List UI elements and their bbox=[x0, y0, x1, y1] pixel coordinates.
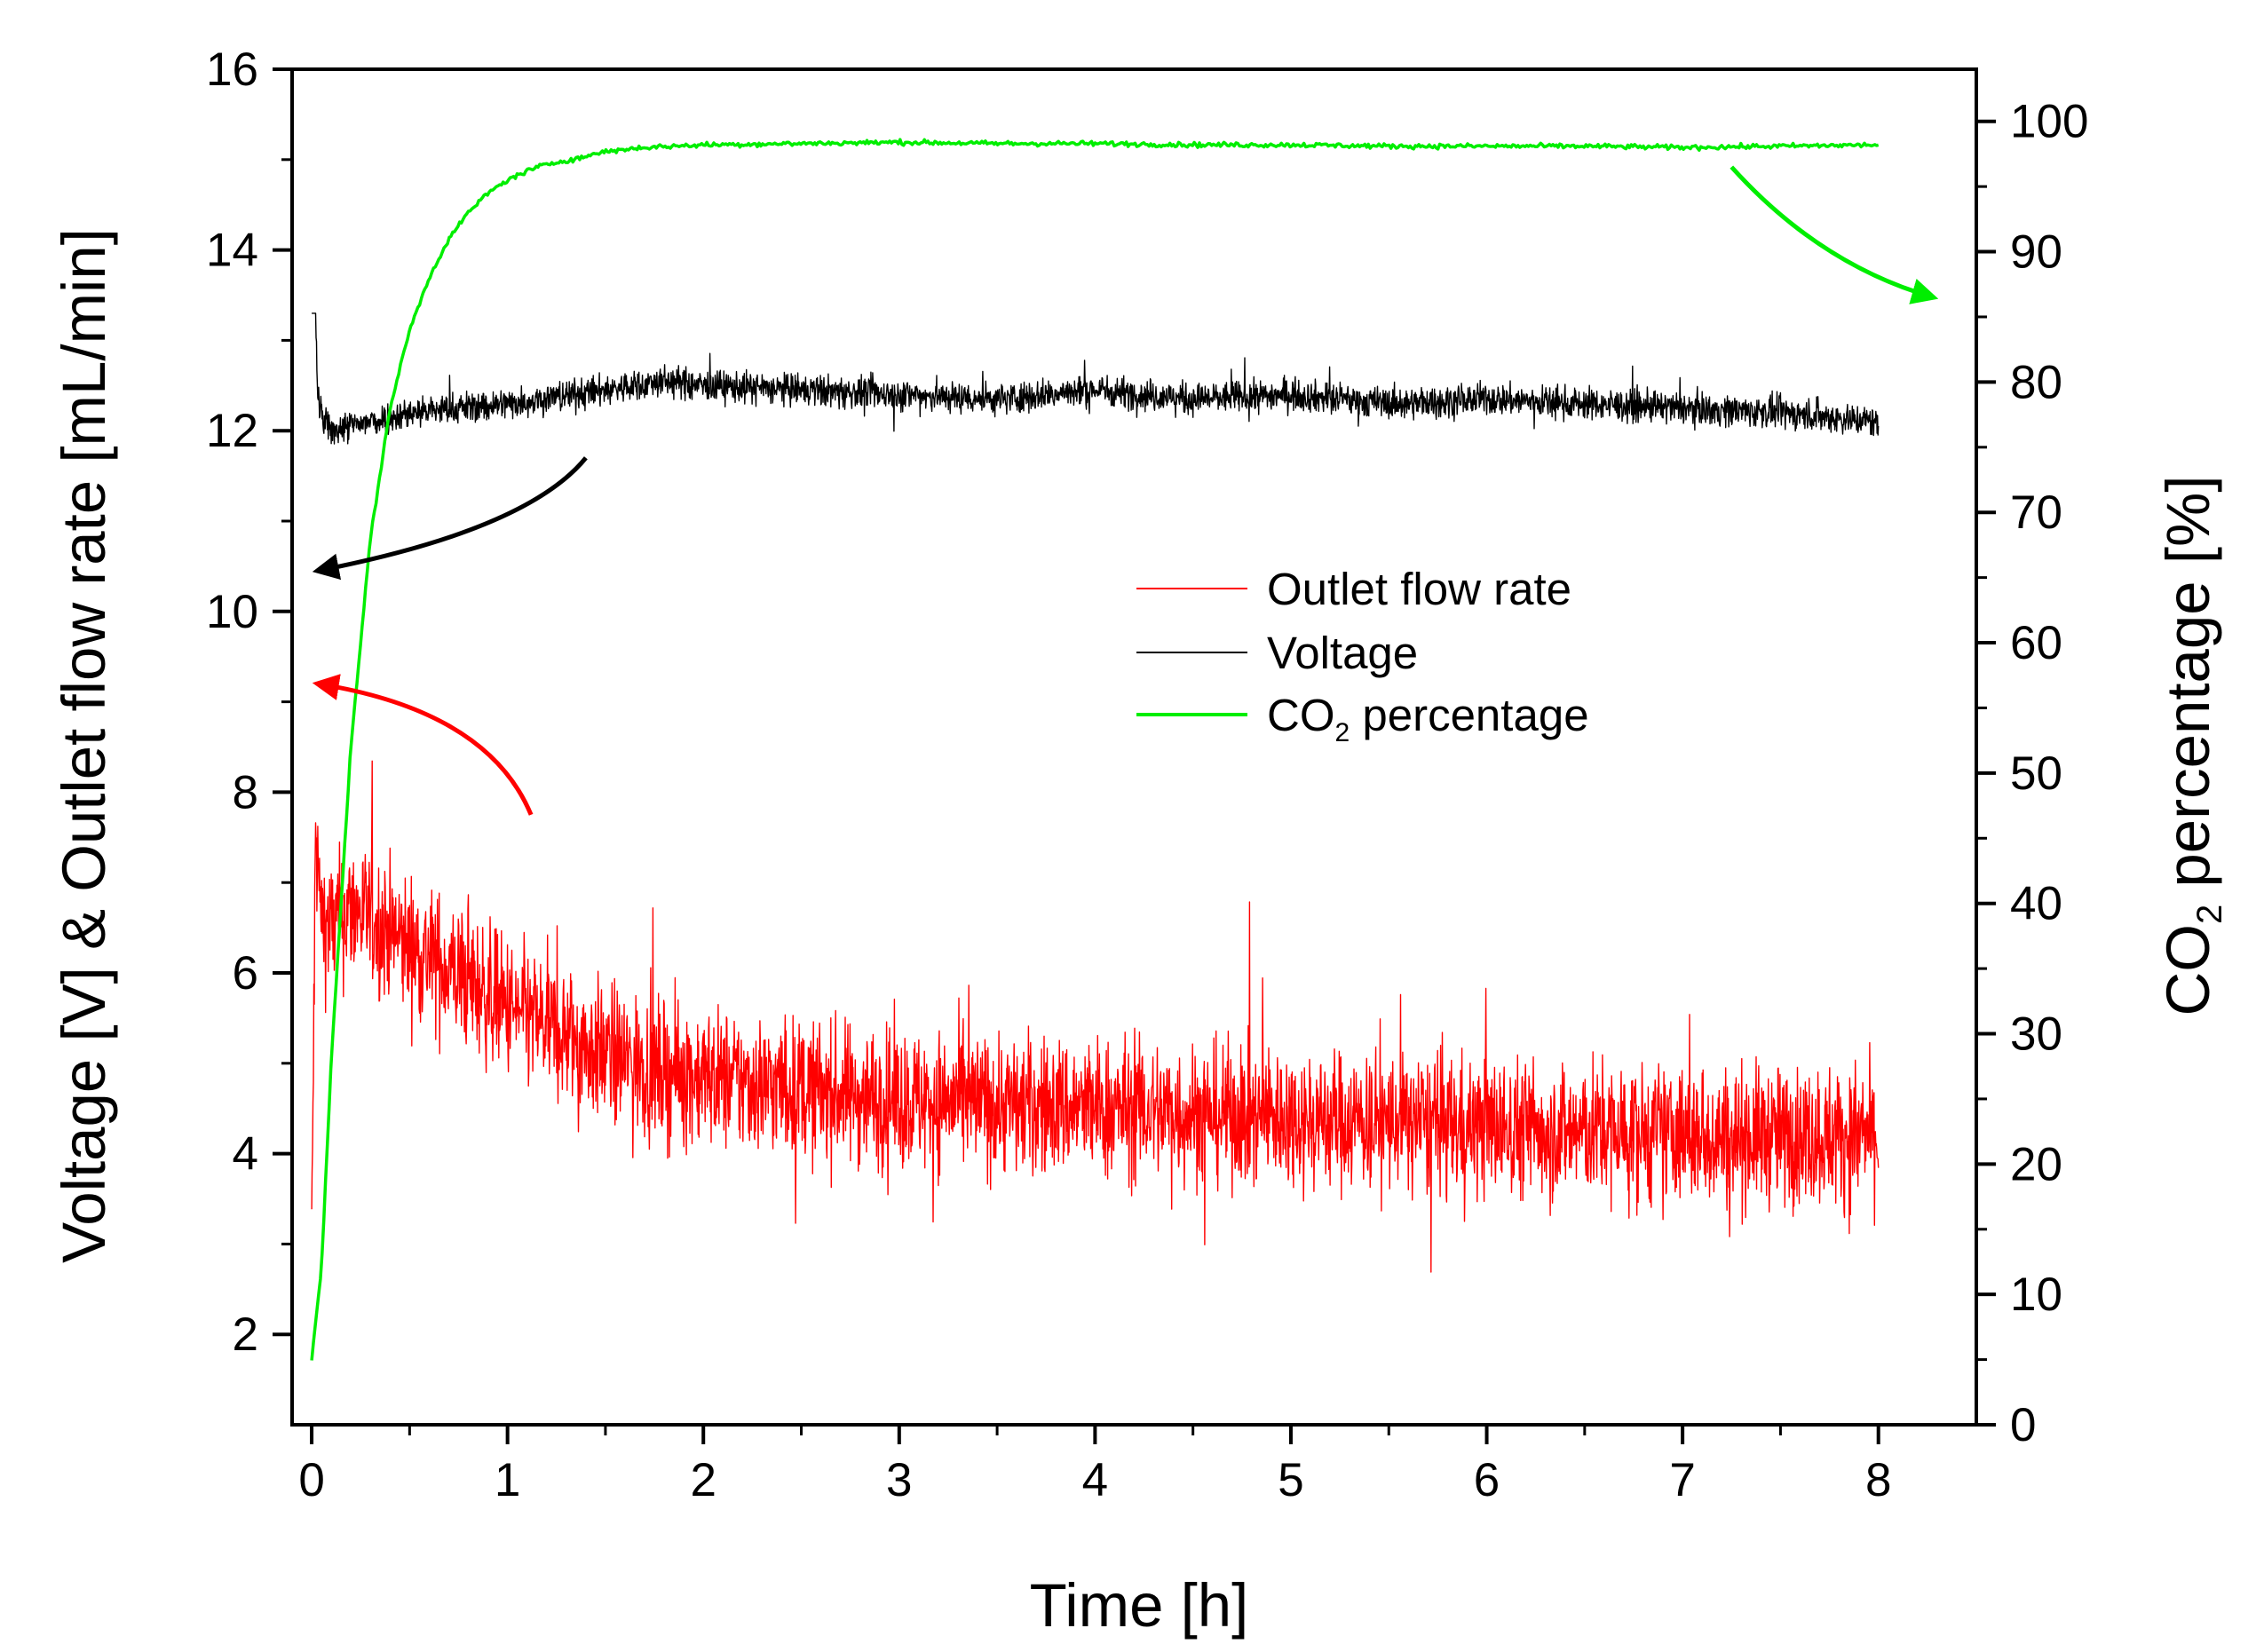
right-y-axis-title-main: CO bbox=[2154, 924, 2222, 1016]
series-line-flow bbox=[311, 760, 1880, 1273]
x-tick-label: 3 bbox=[886, 1454, 912, 1506]
series-line-voltage bbox=[311, 312, 1880, 445]
left-y-axis: 2 4 6 8 10 12 14 16 bbox=[206, 43, 292, 1361]
flow-axis-arrow bbox=[312, 674, 534, 816]
right-y-tick-label: 100 bbox=[2010, 96, 2088, 148]
left-y-axis-title: Voltage [V] & Outlet flow rate [mL/min] bbox=[50, 228, 118, 1263]
legend-label-co2-main: CO bbox=[1267, 690, 1335, 740]
voltage-axis-arrow bbox=[312, 456, 588, 581]
right-y-tick-label: 90 bbox=[2010, 226, 2062, 279]
legend-label-co2-rest: percentage bbox=[1350, 690, 1588, 740]
left-y-tick-label: 2 bbox=[233, 1308, 258, 1361]
x-tick-label: 7 bbox=[1669, 1454, 1695, 1506]
legend-label-voltage: Voltage bbox=[1267, 628, 1418, 678]
legend-label-co2-sub: 2 bbox=[1335, 718, 1350, 747]
left-y-tick-label: 4 bbox=[233, 1128, 258, 1181]
right-y-axis-title-sub: 2 bbox=[2190, 905, 2229, 924]
right-y-axis-title-rest: percentage [%] bbox=[2154, 475, 2222, 904]
series-line-co2 bbox=[310, 138, 1880, 1361]
right-y-tick-label: 10 bbox=[2010, 1269, 2062, 1321]
legend-label-co2: CO2 percentage bbox=[1267, 690, 1589, 747]
x-axis-title: Time [h] bbox=[1030, 1571, 1249, 1640]
right-y-tick-label: 0 bbox=[2010, 1399, 2036, 1451]
left-y-tick-label: 12 bbox=[206, 405, 258, 457]
plot-frame bbox=[290, 67, 1978, 1427]
co2-axis-arrow bbox=[1730, 165, 1939, 304]
x-tick-label: 5 bbox=[1278, 1454, 1303, 1506]
left-y-tick-label: 6 bbox=[233, 947, 258, 1000]
series-layer bbox=[310, 138, 1880, 1361]
x-tick-label: 0 bbox=[298, 1454, 324, 1506]
x-tick-label: 2 bbox=[690, 1454, 716, 1506]
right-y-tick-label: 30 bbox=[2010, 1008, 2062, 1061]
right-y-tick-label: 60 bbox=[2010, 617, 2062, 669]
legend: Outlet flow rate Voltage CO2 percentage bbox=[1136, 564, 1589, 747]
annotation-layer bbox=[312, 165, 1939, 816]
x-tick-label: 6 bbox=[1474, 1454, 1500, 1506]
right-y-tick-label: 70 bbox=[2010, 486, 2062, 539]
right-y-axis-title: CO2 percentage [%] bbox=[2154, 475, 2229, 1016]
left-y-tick-label: 8 bbox=[233, 766, 258, 818]
x-tick-label: 1 bbox=[495, 1454, 520, 1506]
x-axis: 0 1 2 3 4 5 6 7 8 bbox=[298, 1425, 1891, 1506]
right-y-tick-label: 20 bbox=[2010, 1138, 2062, 1190]
right-y-axis: 0 10 20 30 40 50 60 70 80 90 100 bbox=[1976, 96, 2088, 1451]
legend-label-flow: Outlet flow rate bbox=[1267, 564, 1571, 614]
left-y-tick-label: 10 bbox=[206, 586, 258, 638]
x-tick-label: 8 bbox=[1865, 1454, 1891, 1506]
right-y-tick-label: 40 bbox=[2010, 878, 2062, 930]
right-y-tick-label: 50 bbox=[2010, 747, 2062, 800]
left-y-tick-label: 14 bbox=[206, 225, 258, 277]
right-y-tick-label: 80 bbox=[2010, 356, 2062, 408]
x-tick-label: 4 bbox=[1082, 1454, 1108, 1506]
left-y-tick-label: 16 bbox=[206, 43, 258, 96]
